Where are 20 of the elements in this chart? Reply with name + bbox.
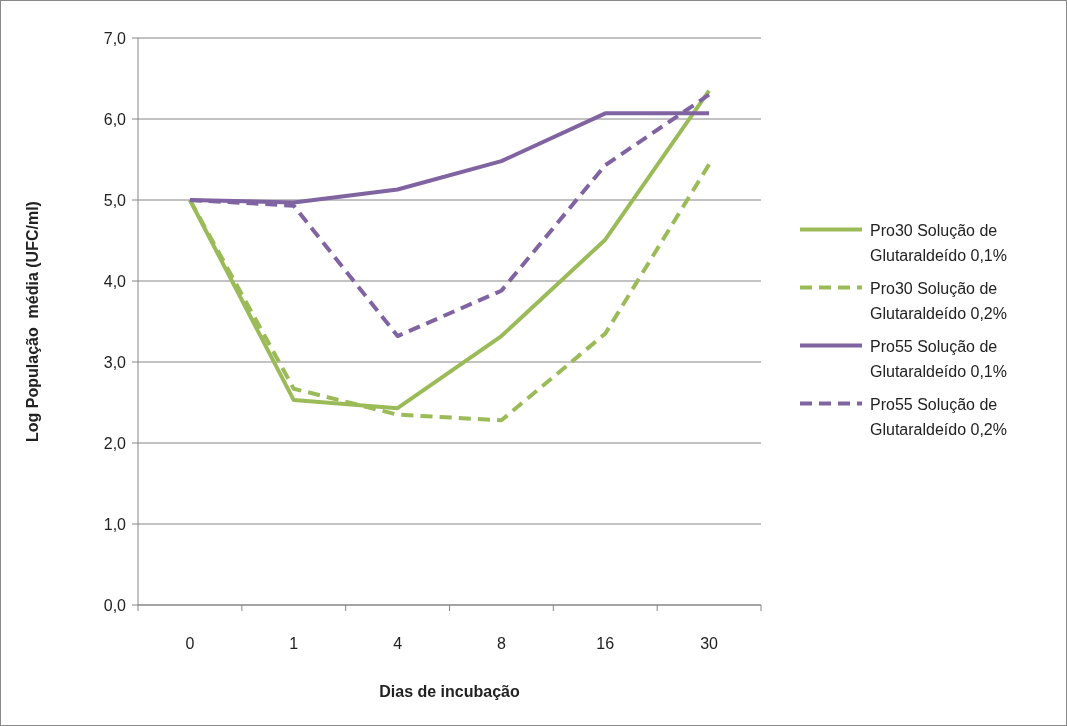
x-tick-label: 16 (596, 635, 615, 652)
x-tick-label: 8 (496, 635, 506, 652)
legend-label: Pro55 Solução de Glutaraldeído 0,1% (870, 337, 1007, 380)
x-tick-label: 1 (289, 635, 299, 652)
x-tick-label: 4 (393, 635, 403, 652)
y-tick-label: 3,0 (103, 354, 127, 371)
x-axis-title: Dias de incubação (379, 683, 520, 700)
x-tick-label: 30 (700, 635, 719, 652)
legend-label: Pro30 Solução de Glutaraldeído 0,2% (870, 279, 1007, 322)
y-tick-label: 2,0 (103, 435, 127, 452)
legend-label: Pro30 Solução de Glutaraldeído 0,1% (870, 221, 1007, 264)
y-tick-label: 6,0 (103, 111, 127, 128)
y-tick-label: 0,0 (103, 597, 127, 614)
y-tick-label: 5,0 (103, 192, 127, 209)
y-tick-label: 1,0 (103, 516, 127, 533)
x-tick-label: 0 (185, 635, 195, 652)
legend-label: Pro55 Solução de Glutaraldeído 0,2% (870, 395, 1007, 438)
y-axis-title: Log População média (UFC/ml) (24, 201, 41, 442)
y-tick-label: 4,0 (103, 273, 127, 290)
y-tick-label: 7,0 (103, 30, 127, 47)
